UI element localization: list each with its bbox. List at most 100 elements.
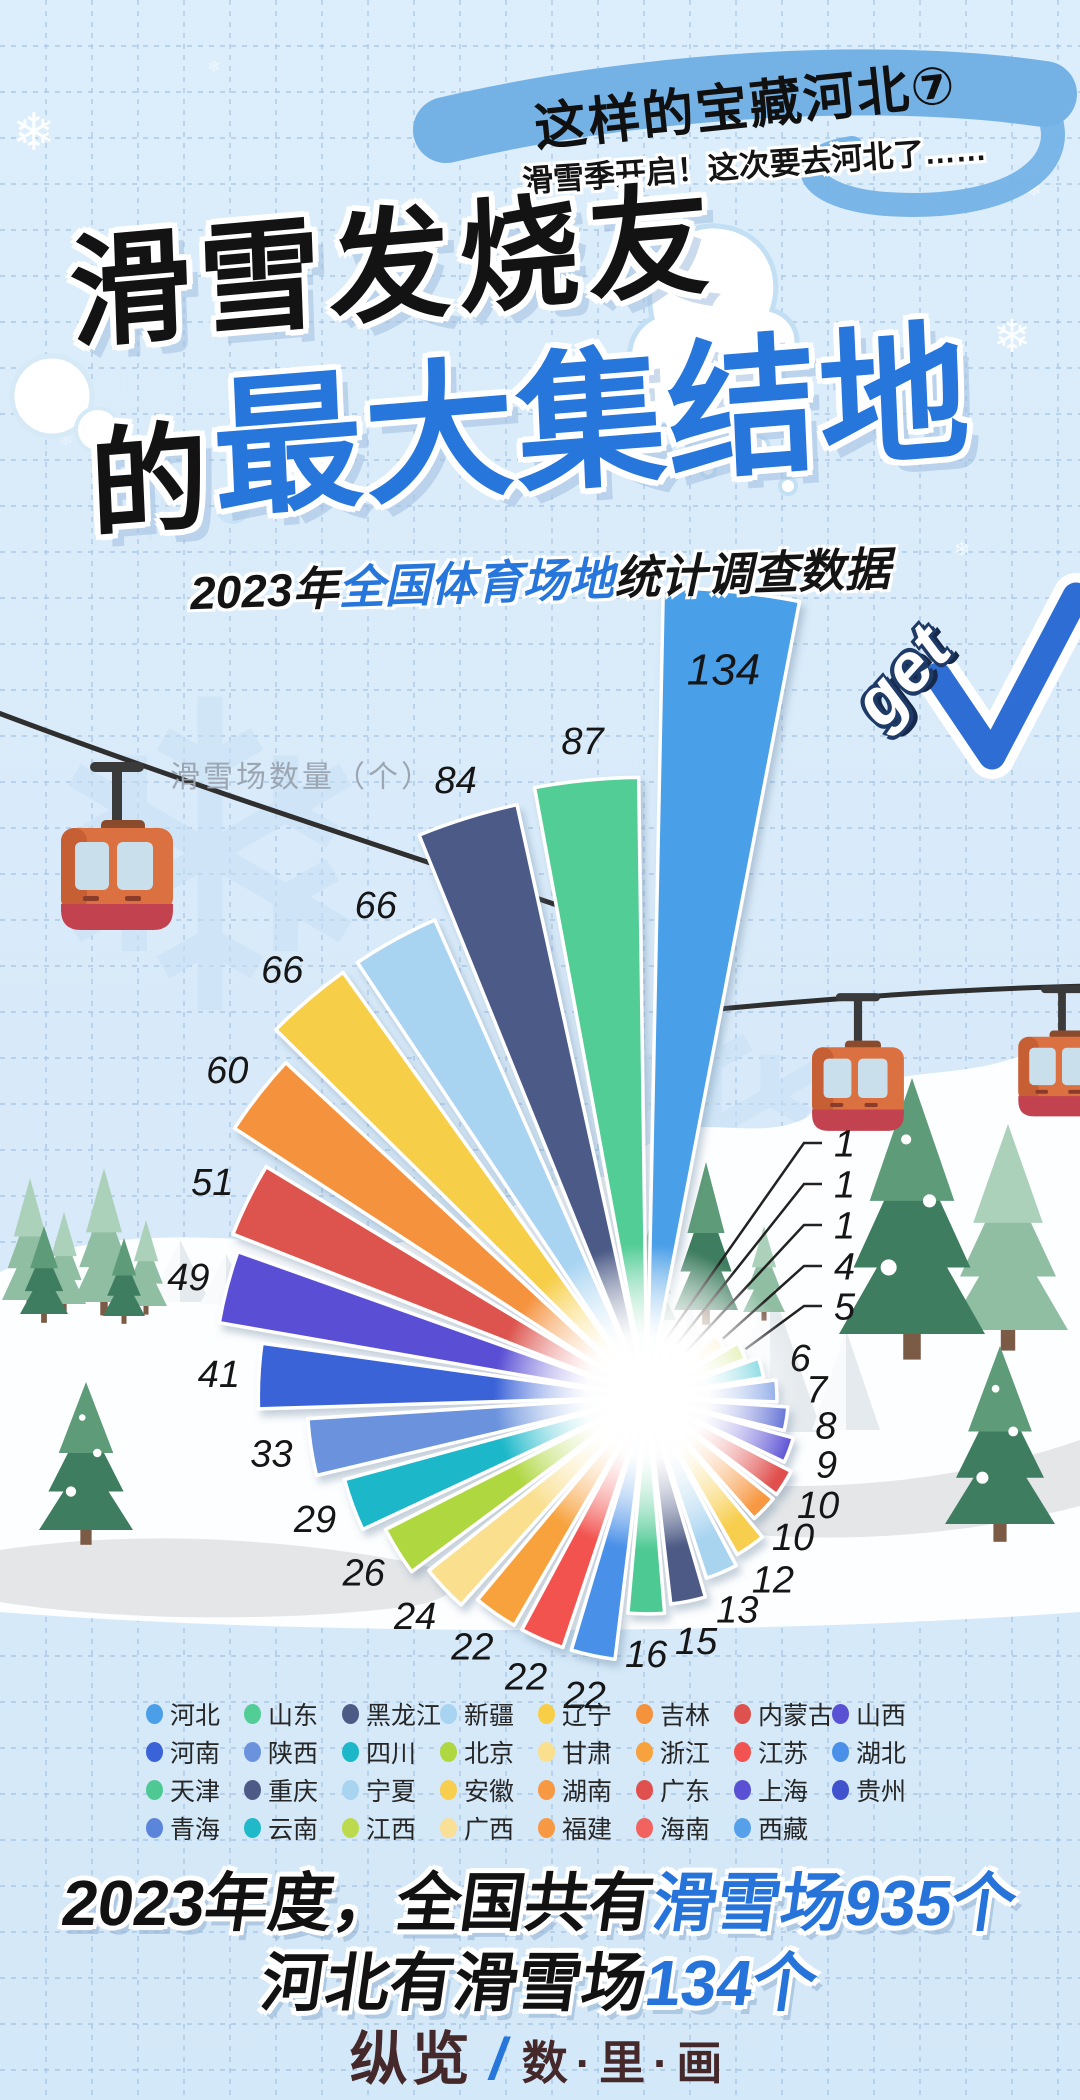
mountain-shade <box>180 1240 210 1302</box>
legend-item: 青海 <box>146 1814 244 1844</box>
legend-item: 贵州 <box>832 1776 930 1806</box>
chart-legend: 河北 山东 黑龙江 新疆 辽宁 吉林 内蒙古 山西 河南 陕西 四川 北京 甘肃 浙江 江苏 湖北 天津 重庆 宁夏… <box>146 1700 946 1844</box>
legend-label: 安徽 <box>464 1778 515 1806</box>
legend-item: 山东 <box>244 1700 342 1730</box>
snow-droplet <box>778 476 798 496</box>
legend-label: 吉林 <box>660 1702 711 1730</box>
wedge-value-label: 22 <box>450 1626 493 1668</box>
cable-car-icon <box>1018 985 1080 1117</box>
wedge-value-label: 84 <box>434 760 476 802</box>
legend-dot-icon <box>440 1780 457 1800</box>
legend-item: 陕西 <box>244 1738 342 1768</box>
stats-line2-prefix: 河北有滑雪场 <box>256 1947 651 2019</box>
legend-label: 重庆 <box>268 1778 319 1806</box>
legend-label: 天津 <box>170 1778 221 1806</box>
snowflake-icon: ❄ <box>392 467 412 494</box>
legend-item: 湖北 <box>832 1738 930 1768</box>
legend-dot-icon <box>244 1704 261 1724</box>
legend-item: 安徽 <box>440 1776 538 1806</box>
legend-dot-icon <box>440 1704 457 1724</box>
wedge-value-label: 51 <box>191 1162 233 1204</box>
legend-dot-icon <box>636 1742 653 1762</box>
chart-unit-label: 滑雪场数量（个） <box>170 761 434 794</box>
legend-dot-icon <box>146 1704 163 1724</box>
wedge-value-label: 66 <box>355 885 398 927</box>
legend-label: 海南 <box>660 1816 711 1844</box>
legend-label: 青海 <box>170 1816 221 1844</box>
legend-dot-icon <box>244 1818 261 1838</box>
brand-slash: / <box>489 2027 506 2092</box>
brand-sub: 数·里·画 <box>521 2037 731 2089</box>
subtitle-highlight: 全国体育场地 <box>337 552 616 615</box>
legend-item: 海南 <box>636 1814 734 1844</box>
legend-dot-icon <box>342 1818 359 1838</box>
legend-dot-icon <box>636 1704 653 1724</box>
snowflake-icon: ❄ <box>115 248 133 273</box>
wedge-value-label: 33 <box>250 1434 292 1476</box>
legend-label: 甘肃 <box>562 1740 613 1768</box>
rose-wedge <box>645 585 802 1399</box>
legend-item: 西藏 <box>734 1814 832 1844</box>
wedge-value-label: 4 <box>834 1246 855 1288</box>
legend-item: 天津 <box>146 1776 244 1806</box>
legend-label: 辽宁 <box>562 1702 613 1730</box>
legend-dot-icon <box>244 1742 261 1762</box>
stats-line1-highlight: 滑雪场935个 <box>648 1867 1021 1939</box>
brand-footer: 纵览 / 数·里·画 <box>0 2012 1080 2096</box>
pine-tree <box>20 1226 68 1323</box>
legend-label: 福建 <box>562 1816 613 1844</box>
legend-item: 广东 <box>636 1776 734 1806</box>
legend-dot-icon <box>832 1742 849 1762</box>
legend-dot-icon <box>342 1780 359 1800</box>
legend-item: 浙江 <box>636 1738 734 1768</box>
wedge-value-label: 8 <box>815 1405 836 1447</box>
legend-dot-icon <box>440 1818 457 1838</box>
wedge-value-label: 134 <box>687 645 760 694</box>
legend-item: 福建 <box>538 1814 636 1844</box>
legend-item: 山西 <box>832 1700 930 1730</box>
legend-label: 北京 <box>464 1740 515 1768</box>
legend-dot-icon <box>146 1818 163 1838</box>
wedge-value-label: 24 <box>393 1596 436 1638</box>
legend-dot-icon <box>146 1742 163 1762</box>
snow-droplet <box>699 461 717 479</box>
legend-dot-icon <box>636 1818 653 1838</box>
legend-label: 河南 <box>170 1740 221 1768</box>
legend-item: 辽宁 <box>538 1700 636 1730</box>
legend-item: 重庆 <box>244 1776 342 1806</box>
pine-tree <box>945 1346 1055 1542</box>
brand-name: 纵览 <box>349 2027 474 2092</box>
legend-dot-icon <box>440 1742 457 1762</box>
wedge-value-label: 87 <box>561 721 605 763</box>
snowflake-icon: ❄ <box>993 310 1032 362</box>
legend-item: 新疆 <box>440 1700 538 1730</box>
pine-tree <box>839 1078 985 1360</box>
legend-item: 河北 <box>146 1700 244 1730</box>
legend-label: 江西 <box>366 1816 417 1844</box>
snow-droplet <box>743 434 771 462</box>
snowflake-icon: ❄ <box>954 539 971 561</box>
wedge-value-label: 22 <box>504 1657 547 1699</box>
legend-dot-icon <box>538 1818 555 1838</box>
wedge-value-label: 26 <box>342 1553 386 1595</box>
legend-label: 湖北 <box>856 1740 907 1768</box>
legend-dot-icon <box>538 1780 555 1800</box>
legend-item: 宁夏 <box>342 1776 440 1806</box>
legend-label: 陕西 <box>268 1740 319 1768</box>
legend-label: 浙江 <box>660 1740 711 1768</box>
legend-label: 贵州 <box>856 1778 907 1806</box>
title-line2-prefix: 的 <box>87 411 211 553</box>
legend-label: 江苏 <box>758 1740 809 1768</box>
snowflake-icon: ❄ <box>12 104 56 162</box>
legend-label: 黑龙江 <box>366 1702 442 1730</box>
legend-label: 四川 <box>366 1740 417 1768</box>
wedge-value-label: 15 <box>675 1621 718 1663</box>
snow-dot <box>215 488 251 524</box>
wedge-value-label: 49 <box>167 1257 209 1299</box>
legend-item: 广西 <box>440 1814 538 1844</box>
snowflake-icon: ❄ <box>207 59 220 76</box>
legend-label: 西藏 <box>758 1816 809 1844</box>
pine-tree <box>103 1238 145 1324</box>
